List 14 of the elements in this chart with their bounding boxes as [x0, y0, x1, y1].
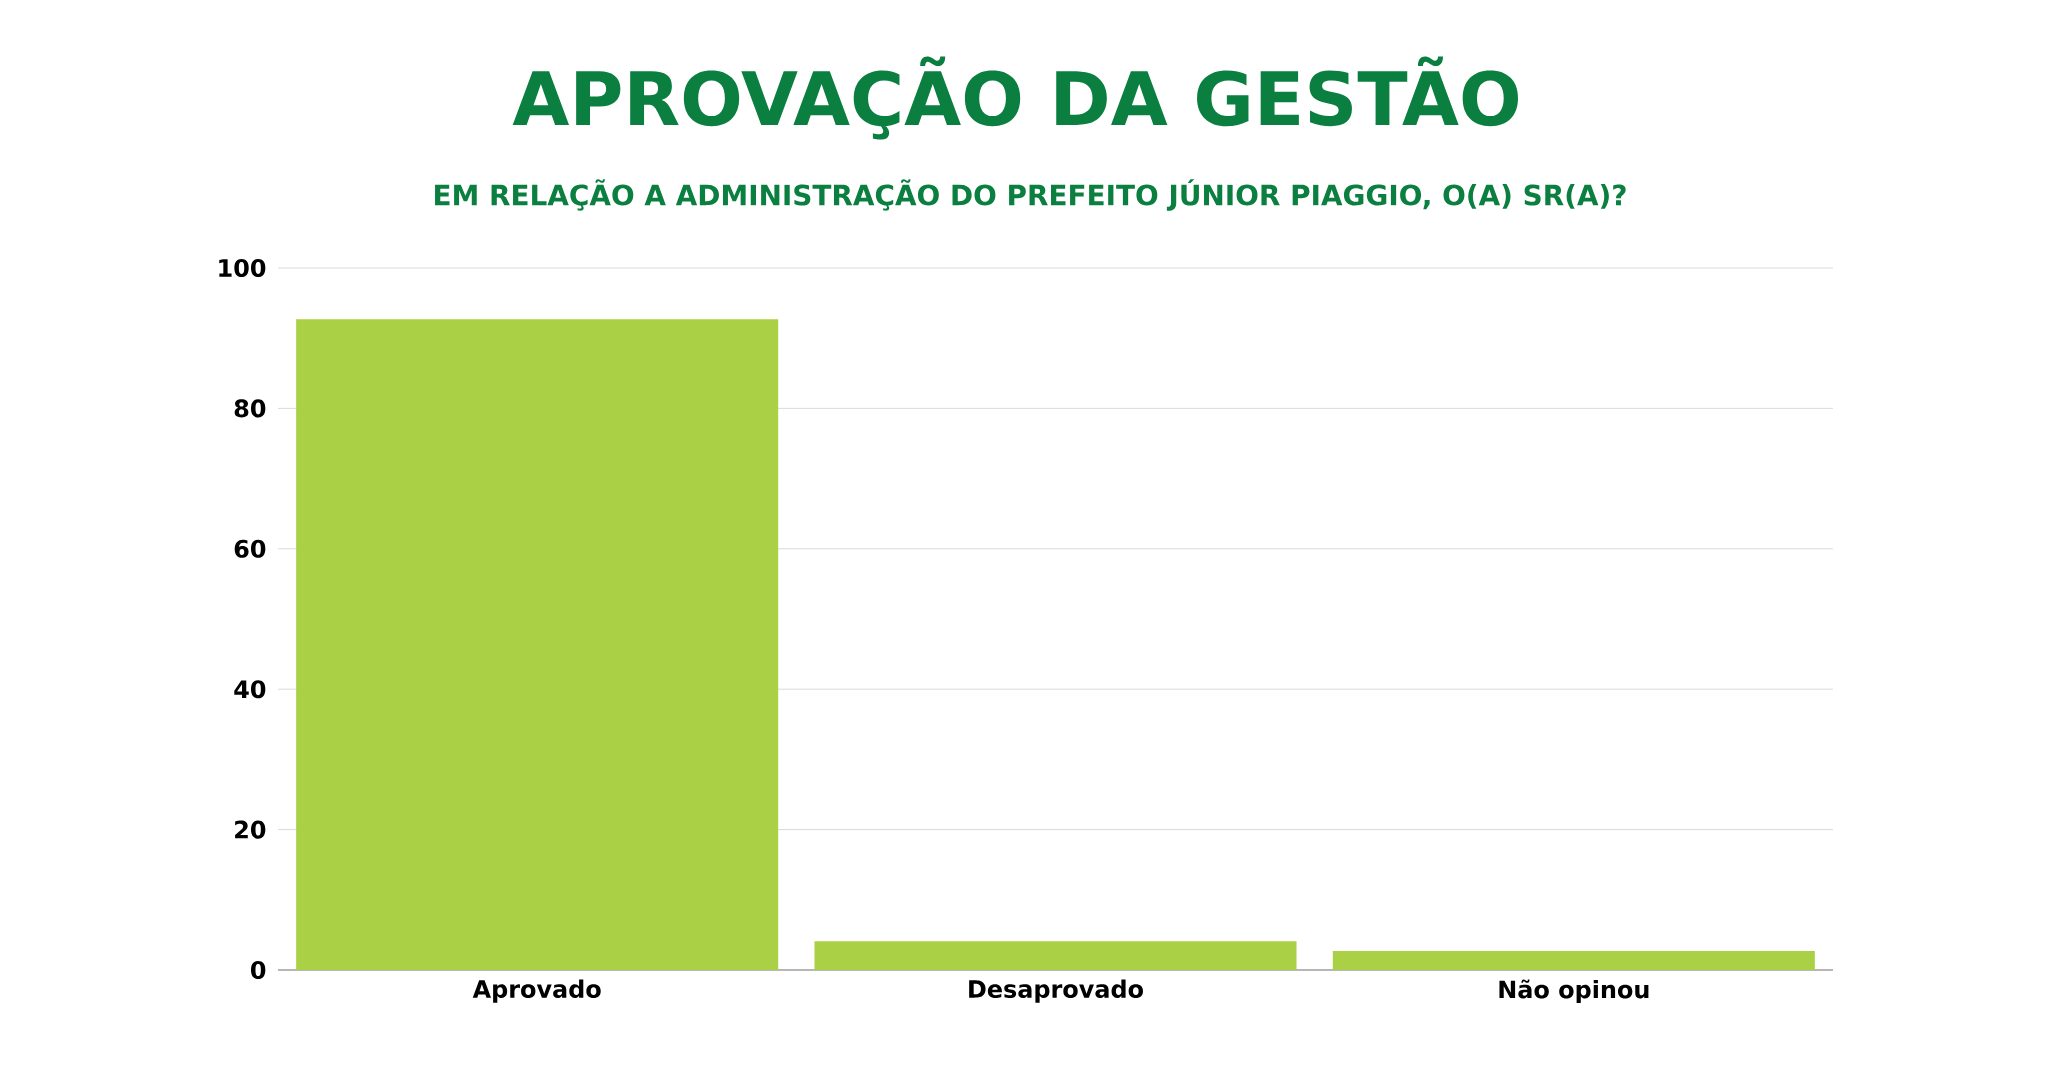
y-tick-label: 60: [234, 539, 266, 558]
y-tick-label: 80: [234, 399, 266, 418]
x-tick-label: Desaprovado: [969, 979, 1143, 1003]
y-tick-label: 100: [219, 258, 266, 278]
x-tick-label: Aprovado: [472, 979, 601, 1003]
bar: [296, 319, 779, 970]
bar: [1332, 951, 1815, 970]
y-tick-label: 20: [235, 820, 266, 839]
chart-subtitle: EM RELAÇÃO A ADMINISTRAÇÃO DO PREFEITO JÚNIOR PIAGGIO, O(A) SR(A)?: [435, 179, 1626, 211]
bar: [814, 941, 1297, 970]
chart-title: APROVAÇÃO DA GESTÃO: [512, 56, 1518, 140]
y-tick-label: 40: [234, 680, 266, 699]
x-tick-label: Não opinou: [1499, 979, 1649, 1004]
y-tick-label: 0: [250, 960, 266, 980]
